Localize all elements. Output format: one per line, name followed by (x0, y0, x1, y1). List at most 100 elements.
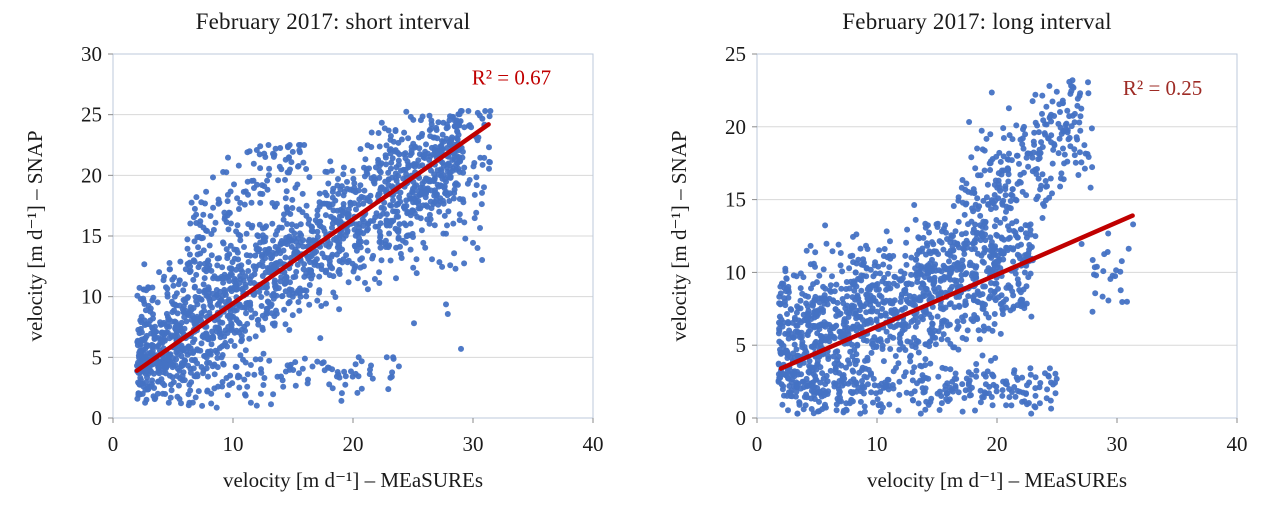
data-point (1030, 138, 1037, 145)
data-point (945, 398, 951, 405)
data-point (959, 381, 966, 388)
data-point (322, 168, 329, 175)
data-point (308, 223, 315, 230)
data-point (387, 165, 394, 172)
data-point (837, 310, 844, 317)
data-point (354, 389, 361, 396)
data-point (974, 250, 981, 257)
data-point (184, 245, 191, 252)
data-point (1010, 246, 1017, 253)
data-point (1012, 393, 1019, 400)
data-point (188, 199, 195, 206)
data-point (284, 143, 291, 150)
data-point (479, 115, 486, 122)
data-point (461, 260, 468, 267)
data-point (289, 148, 296, 155)
data-point (292, 359, 299, 366)
data-point (811, 344, 817, 351)
data-point (244, 320, 251, 327)
data-point (935, 373, 942, 380)
data-point (330, 207, 337, 214)
y-tick-label: 10 (81, 285, 102, 309)
data-point (151, 336, 158, 342)
data-point (236, 373, 243, 380)
data-point (294, 261, 301, 268)
data-point (1032, 385, 1039, 392)
data-point (1057, 109, 1063, 115)
data-point (455, 165, 462, 172)
data-point (907, 358, 914, 365)
data-point (915, 349, 922, 356)
data-point (1008, 402, 1015, 409)
data-point (860, 272, 867, 279)
data-point (376, 174, 383, 181)
data-point (453, 135, 460, 142)
data-point (329, 385, 336, 392)
data-point (989, 402, 996, 409)
data-point (1044, 183, 1050, 190)
data-point (206, 242, 213, 249)
data-point (777, 374, 784, 381)
data-point (1039, 110, 1045, 117)
data-point (942, 222, 949, 229)
data-point (944, 390, 951, 397)
data-point (187, 349, 194, 356)
data-point (1019, 374, 1026, 381)
data-point (154, 299, 161, 306)
data-point (201, 307, 208, 314)
data-point (316, 273, 323, 280)
data-point (958, 277, 965, 284)
data-point (838, 377, 845, 384)
data-point (903, 389, 910, 396)
data-point (187, 220, 194, 227)
data-point (293, 238, 299, 245)
data-point (942, 365, 949, 372)
data-point (795, 305, 802, 312)
data-point (197, 222, 204, 228)
data-point (383, 142, 390, 149)
data-point (242, 273, 249, 280)
data-point (189, 399, 196, 406)
data-point (973, 314, 980, 321)
data-point (972, 407, 978, 414)
data-point (1091, 264, 1098, 271)
chart-long-interval: February 2017: long interval 0 5 10 15 20 25 0… (662, 0, 1262, 498)
data-point (959, 177, 966, 183)
data-point (961, 211, 968, 218)
data-point (338, 390, 345, 397)
data-point (161, 337, 168, 344)
data-point (317, 218, 324, 225)
data-point (239, 269, 246, 275)
data-point (870, 399, 876, 406)
data-point (303, 166, 310, 172)
data-point (785, 375, 791, 382)
data-point (248, 314, 255, 321)
data-point (950, 233, 956, 239)
data-point (319, 250, 326, 257)
data-point (788, 306, 795, 313)
data-point (872, 270, 879, 277)
data-point (1023, 300, 1030, 307)
data-point (940, 276, 947, 283)
data-point (875, 263, 882, 270)
data-point (149, 342, 156, 349)
data-point (220, 361, 227, 368)
data-point (1072, 159, 1079, 166)
data-point (217, 334, 224, 341)
data-point (294, 181, 301, 188)
data-point (927, 360, 934, 367)
data-point (1041, 203, 1048, 209)
data-point (973, 367, 980, 374)
x-axis-title: velocity [m d⁻¹] – MEaSUREs (223, 468, 483, 492)
data-point (894, 308, 900, 315)
data-point (979, 224, 986, 230)
data-point (228, 220, 234, 227)
y-tick-label: 30 (81, 42, 102, 66)
data-point (473, 209, 480, 216)
data-point (887, 238, 893, 245)
data-point (255, 321, 262, 328)
data-point (449, 168, 456, 174)
data-point (783, 288, 789, 295)
data-point (803, 247, 810, 254)
data-point (253, 402, 260, 409)
